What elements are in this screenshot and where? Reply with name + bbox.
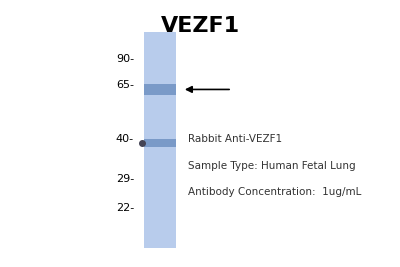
Bar (144, 84, 176, 95)
Text: 22-: 22- (116, 203, 134, 213)
Bar (144, 32, 176, 248)
Text: 65-: 65- (116, 80, 134, 91)
Text: Rabbit Anti-VEZF1: Rabbit Anti-VEZF1 (188, 134, 282, 144)
Text: Antibody Concentration:  1ug/mL: Antibody Concentration: 1ug/mL (188, 187, 361, 197)
Text: 90-: 90- (116, 54, 134, 64)
Text: 29-: 29- (116, 174, 134, 184)
Text: VEZF1: VEZF1 (160, 16, 240, 36)
Text: Sample Type: Human Fetal Lung: Sample Type: Human Fetal Lung (188, 160, 356, 171)
Text: 40-: 40- (116, 134, 134, 144)
Bar (144, 139, 176, 147)
